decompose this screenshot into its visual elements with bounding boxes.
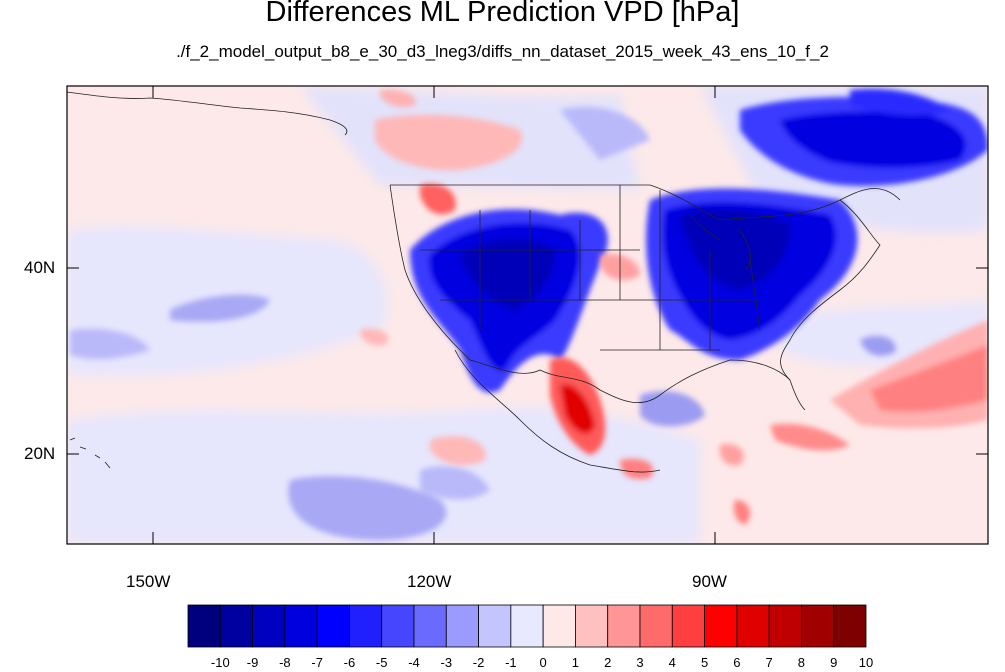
plot-frame bbox=[66, 85, 989, 545]
colorbar-swatch bbox=[252, 604, 286, 648]
colorbar-tick-label: -7 bbox=[311, 655, 323, 670]
colorbar-swatch bbox=[349, 604, 383, 648]
colorbar-tick-label: 2 bbox=[604, 655, 612, 670]
colorbar-swatch bbox=[413, 604, 447, 648]
colorbar-tick-label: -5 bbox=[375, 655, 388, 670]
colorbar-swatch bbox=[478, 604, 512, 648]
colorbar-swatch bbox=[833, 604, 867, 648]
colorbar-swatch bbox=[768, 604, 802, 648]
colorbar-tick-label: 7 bbox=[765, 655, 773, 670]
field-medium-blue-regions bbox=[70, 106, 896, 540]
political-boundaries bbox=[67, 91, 901, 473]
lon-label-90w: 90W bbox=[692, 572, 727, 591]
colorbar-swatch bbox=[575, 604, 609, 648]
colorbar-tick-label: 4 bbox=[668, 655, 676, 670]
colorbar-swatch bbox=[704, 604, 738, 648]
colorbar-tick-label: 6 bbox=[733, 655, 741, 670]
colorbar-swatch bbox=[381, 604, 415, 648]
colorbar-tick-label: -1 bbox=[505, 655, 517, 670]
colorbar-tick-label: 9 bbox=[830, 655, 838, 670]
colorbar-tick-label: 5 bbox=[700, 655, 709, 670]
tick-marks bbox=[67, 86, 988, 544]
field-strong-blue-east bbox=[646, 88, 988, 360]
colorbar-swatch bbox=[219, 604, 253, 648]
colorbar-tick-label: 3 bbox=[636, 655, 644, 670]
colorbar-tick-label: 1 bbox=[571, 655, 580, 670]
colorbar-swatch bbox=[284, 604, 318, 648]
lat-label-20n: 20N bbox=[24, 444, 56, 463]
colorbar-tick-label: -8 bbox=[279, 655, 291, 670]
colorbar-swatch bbox=[671, 604, 705, 648]
field-red-regions bbox=[360, 89, 988, 525]
colorbar-tick-label: 0 bbox=[539, 655, 547, 670]
colorbar-tick-label: -4 bbox=[408, 655, 420, 670]
colorbar-swatch bbox=[542, 604, 576, 648]
colorbar-tick-label: -2 bbox=[472, 655, 485, 670]
colorbar-tick-label: 10 bbox=[858, 655, 874, 670]
colorbar-swatch bbox=[607, 604, 641, 648]
colorbar-swatch bbox=[510, 604, 544, 648]
lon-label-150w: 150W bbox=[126, 572, 171, 591]
colorbar-tick-label: -3 bbox=[440, 655, 453, 670]
field-strong-blue-west bbox=[410, 209, 608, 393]
map-title: Differences ML Prediction VPD [hPa] bbox=[265, 0, 740, 28]
colorbar-tick-label: 8 bbox=[797, 655, 806, 670]
colorbar-swatch bbox=[801, 604, 835, 648]
map-subtitle: ./f_2_model_output_b8_e_30_d3_lneg3/diff… bbox=[176, 42, 829, 61]
colorbar-tick-label: -9 bbox=[246, 655, 259, 670]
colorbar-swatch bbox=[736, 604, 770, 648]
lat-label-40n: 40N bbox=[24, 258, 56, 277]
map-field bbox=[67, 86, 988, 544]
colorbar-swatch bbox=[316, 604, 350, 648]
colorbar-tick-label: -6 bbox=[343, 655, 356, 670]
colorbar-tick-label: -10 bbox=[210, 655, 230, 670]
colorbar-swatch bbox=[445, 604, 479, 648]
colorbar-swatch bbox=[187, 604, 221, 648]
lon-label-120w: 120W bbox=[407, 572, 452, 591]
colorbar-swatch bbox=[639, 604, 673, 648]
